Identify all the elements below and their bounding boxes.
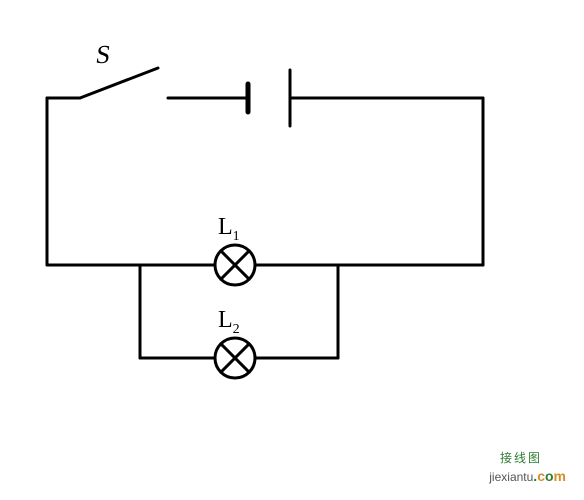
circuit-diagram: S L1 L2 接线图 jiexiantu.com xyxy=(0,0,584,500)
lamp-l2-label-sub: 2 xyxy=(233,322,240,337)
lamp-l1-label: L1 xyxy=(218,214,240,245)
watermark-m: m xyxy=(554,468,566,484)
watermark-c: c xyxy=(537,468,545,484)
circuit-svg xyxy=(0,0,584,500)
watermark-o: o xyxy=(545,468,554,484)
lamp-l1-label-l: L xyxy=(218,214,233,240)
lamp-l1-label-sub: 1 xyxy=(233,229,240,244)
lamp-l2-label-l: L xyxy=(218,307,233,333)
watermark-cn: 接线图 xyxy=(500,449,542,466)
watermark-prefix: jiexiantu xyxy=(489,470,533,484)
watermark-domain: jiexiantu.com xyxy=(489,468,566,484)
switch-arm xyxy=(80,68,158,98)
lamp-l2-label: L2 xyxy=(218,307,240,338)
